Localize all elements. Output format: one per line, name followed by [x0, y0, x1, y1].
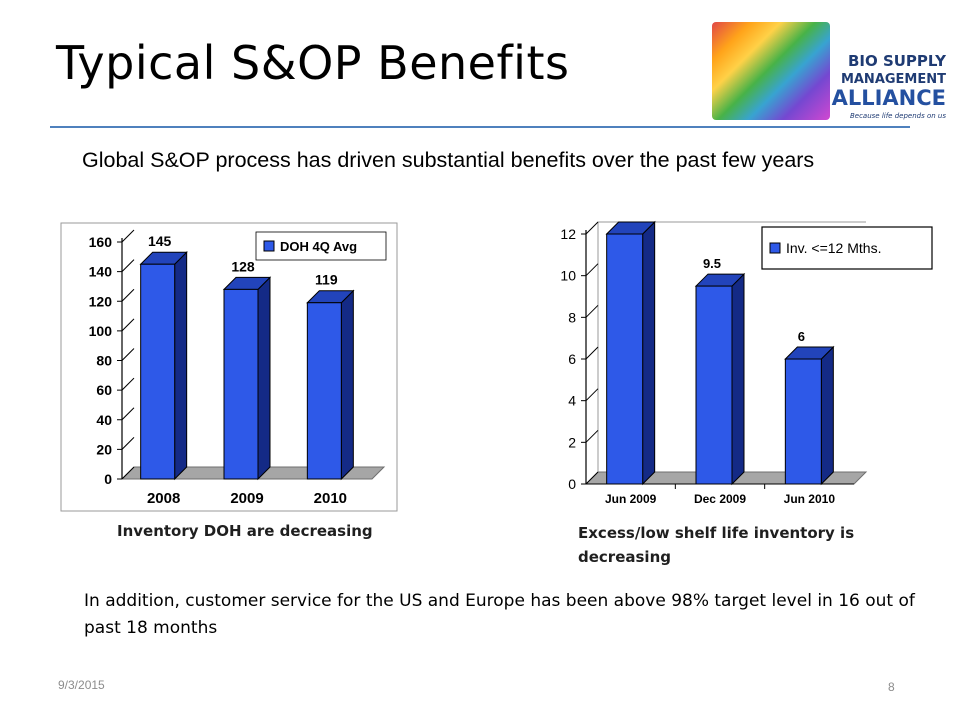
logo-line3: ALLIANCE: [831, 86, 946, 110]
chart1-y-tick-label: 0: [104, 471, 112, 487]
chart1-caption: Inventory DOH are decreasing: [117, 522, 373, 540]
chart2-bar: [694, 272, 746, 486]
chart2-bar-front: [695, 285, 733, 485]
chart1-data-label: 119: [315, 272, 338, 288]
logo: BIO SUPPLY MANAGEMENT ALLIANCE Because l…: [712, 22, 952, 120]
logo-tagline: Because life depends on us: [849, 112, 946, 120]
chart2-category-label: Jun 2009: [605, 492, 657, 506]
service-note: In addition, customer service for the US…: [84, 591, 915, 638]
chart2-y-tick-depth: [585, 346, 599, 360]
logo-line1: BIO SUPPLY: [847, 52, 946, 70]
chart1-bar-front: [140, 263, 176, 480]
chart2-category-label: Jun 2010: [784, 492, 836, 506]
slide-subtitle: Global S&OP process has driven substanti…: [82, 148, 815, 172]
chart1-bar-front: [306, 302, 342, 480]
logo-line2: MANAGEMENT: [840, 72, 946, 87]
chart1-y-tick-depth: [121, 348, 135, 361]
chart1-bar: [139, 251, 188, 481]
chart1-legend-box: [255, 231, 387, 261]
chart2-bar-side: [731, 272, 745, 486]
slide-number: 8: [888, 680, 895, 694]
chart1-bar-front: [223, 288, 259, 480]
chart2-y-tick-label: 10: [560, 268, 576, 284]
chart1-y-tick-label: 100: [89, 323, 113, 339]
slide-title: Typical S&OP Benefits: [56, 36, 570, 90]
chart1-bar-side: [340, 289, 354, 481]
chart1-bar: [306, 289, 355, 481]
chart1-y-tick-depth: [121, 318, 135, 332]
chart2-y-tick-depth: [585, 471, 599, 485]
chart1-y-tick-depth: [121, 407, 135, 421]
chart1-category-label: 2010: [314, 490, 347, 507]
chart1-category-label: 2009: [230, 490, 263, 507]
chart1-y-tick-label: 160: [89, 234, 113, 250]
chart-excess-inventory: 0 2 4 6 8 10 12 12 Jun 2009 9.5 Dec 2009 6 Jun 2010 I…: [560, 216, 933, 506]
chart2-y-tick-label: 2: [568, 434, 576, 450]
chart2-bar: [605, 220, 656, 486]
chart1-legend-swatch: [263, 240, 275, 252]
chart2-data-label: 6: [798, 329, 805, 344]
chart1-y-tick-label: 80: [96, 353, 112, 369]
chart1-bar: [222, 276, 272, 481]
chart1-y-tick-depth: [121, 259, 135, 272]
chart2-bar-front: [784, 358, 822, 485]
chart1-data-label: 128: [231, 258, 255, 274]
chart2-bar-side: [642, 220, 656, 486]
chart2-y-tick-label: 6: [568, 351, 576, 367]
chart2-y-tick-label: 12: [560, 226, 576, 242]
chart1-y-tick-label: 20: [96, 441, 112, 457]
chart1-bar-side: [174, 251, 188, 481]
chart2-legend-label: Inv. <=12 Mths.: [786, 240, 881, 256]
chart1-legend-label: DOH 4Q Avg: [280, 239, 357, 254]
chart2-data-label: 12: [615, 216, 629, 219]
chart1-y-tick-depth: [121, 377, 135, 391]
slide-date: 9/3/2015: [58, 678, 105, 692]
chart2-bar-front: [606, 233, 644, 485]
chart1-y-tick-depth: [121, 437, 135, 450]
chart2-y-tick-label: 8: [568, 309, 576, 325]
chart1-y-tick-depth: [121, 466, 135, 480]
chart2-bar: [784, 345, 835, 486]
chart-doh: 0 20 40 60 80 100 120 140 160 145 2008 128 2009 119 20…: [60, 222, 398, 512]
chart2-legend-swatch: [769, 242, 781, 254]
chart2-data-label: 9.5: [703, 256, 721, 271]
chart1-y-tick-label: 60: [96, 382, 112, 398]
chart1-y-tick-label: 40: [96, 412, 112, 428]
chart1-category-label: 2008: [147, 490, 180, 507]
chart2-legend-box: [761, 226, 933, 270]
logo-dna-icon: [712, 22, 830, 120]
chart2-y-tick-label: 0: [568, 476, 576, 492]
chart1-y-tick-label: 120: [89, 293, 113, 309]
chart1-bar-side: [257, 276, 271, 481]
chart1-data-label: 145: [148, 233, 172, 249]
title-rule: [50, 126, 910, 128]
chart1-y-tick-depth: [121, 229, 135, 243]
chart2-y-tick-label: 4: [568, 393, 576, 409]
chart2-y-tick-depth: [585, 429, 599, 443]
chart1-y-tick-depth: [121, 288, 135, 302]
chart2-y-tick-depth: [585, 263, 599, 277]
chart2-y-tick-depth: [585, 221, 599, 235]
chart2-caption: Excess/low shelf life inventory is decre…: [578, 524, 855, 566]
chart2-y-tick-depth: [585, 388, 599, 402]
chart1-y-tick-label: 140: [89, 264, 113, 280]
chart2-y-tick-depth: [585, 304, 599, 318]
chart2-bar-side: [820, 345, 834, 486]
chart2-category-label: Dec 2009: [694, 492, 746, 506]
